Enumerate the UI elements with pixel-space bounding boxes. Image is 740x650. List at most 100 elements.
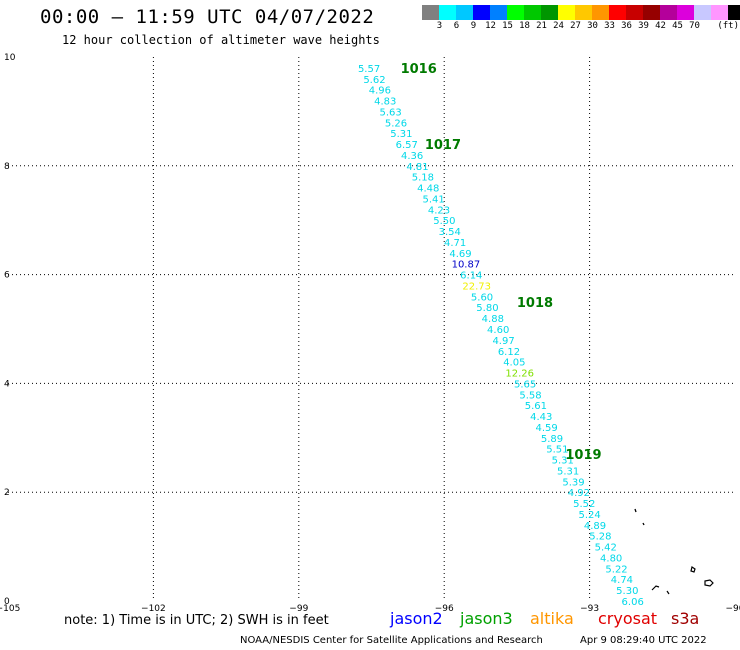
lon-tick-label: −105 <box>0 604 20 614</box>
color-scale-tick: 24 <box>553 21 564 31</box>
color-swatch <box>677 5 694 20</box>
wave-height-value: 6.12 <box>498 347 520 358</box>
color-swatch <box>694 5 711 20</box>
color-scale-tick: 18 <box>519 21 530 31</box>
lon-tick-label: −102 <box>141 604 166 614</box>
lat-lon-grid <box>8 57 735 601</box>
wave-height-value: 5.24 <box>579 510 601 521</box>
map-subtitle: 12 hour collection of altimeter wave hei… <box>62 33 380 47</box>
wave-height-value: 5.61 <box>525 401 547 412</box>
pressure-label: 1017 <box>425 138 461 153</box>
wave-height-value: 6.06 <box>622 597 644 608</box>
wave-height-value: 5.80 <box>476 303 498 314</box>
lon-tick-label: −93 <box>580 604 599 614</box>
wave-height-value: 5.62 <box>363 75 385 86</box>
satellite-legend-item: jason2 <box>390 609 443 628</box>
wave-height-value: 5.39 <box>562 477 584 488</box>
wave-height-value: 5.89 <box>541 434 563 445</box>
wave-height-value: 4.89 <box>584 521 606 532</box>
credit-line: NOAA/NESDIS Center for Satellite Applica… <box>240 635 543 646</box>
color-swatch <box>711 5 728 20</box>
island-outline <box>690 566 696 573</box>
wave-height-value: 5.41 <box>423 194 445 205</box>
wave-height-value: 4.60 <box>487 325 509 336</box>
color-scale-tick: 3 <box>436 21 443 31</box>
wave-height-value: 4.23 <box>428 205 450 216</box>
wave-height-value: 4.80 <box>600 553 622 564</box>
wave-height-value: 5.22 <box>605 564 627 575</box>
wave-height-value: 4.96 <box>369 86 391 97</box>
color-scale-tick: 70 <box>689 21 700 31</box>
wave-height-value: 5.30 <box>616 586 638 597</box>
color-scale-tick: 36 <box>621 21 632 31</box>
color-scale-tick: 9 <box>470 21 477 31</box>
color-scale-tick: 42 <box>655 21 666 31</box>
color-scale-tick: 39 <box>638 21 649 31</box>
wave-height-value: 5.26 <box>385 118 407 129</box>
color-scale-bar <box>422 5 740 20</box>
lon-tick-label: −90 <box>726 604 740 614</box>
color-scale-tick: 33 <box>604 21 615 31</box>
color-scale-tick: 21 <box>536 21 547 31</box>
wave-height-value: 5.50 <box>433 216 455 227</box>
pressure-label: 1016 <box>401 62 437 77</box>
wave-height-value: 5.31 <box>390 129 412 140</box>
footer-note: note: 1) Time is in UTC; 2) SWH is in fe… <box>64 613 329 628</box>
wave-height-value: 4.74 <box>611 575 633 586</box>
wave-height-value: 4.48 <box>417 184 439 195</box>
wave-height-value: 5.65 <box>514 379 536 390</box>
wave-height-value: 4.69 <box>449 249 471 260</box>
color-swatch <box>575 5 592 20</box>
color-scale-tick: 27 <box>570 21 581 31</box>
wave-height-value: 4.83 <box>374 97 396 108</box>
color-swatch <box>660 5 677 20</box>
lat-tick-label: 4 <box>4 379 10 389</box>
color-swatch <box>592 5 609 20</box>
color-swatch <box>609 5 626 20</box>
wave-height-value: 4.92 <box>568 488 590 499</box>
lat-tick-label: 2 <box>4 488 10 498</box>
lat-tick-label: 8 <box>4 162 10 172</box>
wave-height-value: 12.26 <box>505 369 534 380</box>
lat-tick-label: 0 <box>4 597 10 607</box>
color-swatch <box>456 5 473 20</box>
lat-tick-label: 10 <box>4 53 16 63</box>
island-outline <box>704 579 714 587</box>
color-scale-tick: 12 <box>485 21 496 31</box>
wave-height-value: 5.51 <box>546 445 568 456</box>
satellite-legend-item: jason3 <box>460 609 513 628</box>
wave-height-value: 5.31 <box>557 466 579 477</box>
color-swatch <box>524 5 541 20</box>
wave-height-value: 6.14 <box>460 271 482 282</box>
wave-height-value: 5.60 <box>471 292 493 303</box>
color-swatch <box>558 5 575 20</box>
satellite-legend-item: altika <box>530 609 574 628</box>
island-coastlines <box>634 508 714 595</box>
wave-height-value: 4.88 <box>482 314 504 325</box>
color-swatch <box>473 5 490 20</box>
pressure-labels: 1016 1017 1018 1019 <box>401 62 602 463</box>
color-scale-unit: (ft) <box>717 21 739 31</box>
lon-tick-label: −96 <box>435 604 454 614</box>
wave-height-value: 4.59 <box>535 423 557 434</box>
wave-height-value: 4.43 <box>530 412 552 423</box>
wave-height-value: 4.36 <box>401 151 423 162</box>
wave-height-value: 5.18 <box>412 173 434 184</box>
color-swatch <box>439 5 456 20</box>
generated-timestamp: Apr 9 08:29:40 UTC 2022 <box>580 635 707 646</box>
color-swatch <box>626 5 643 20</box>
satellite-legend-item: cryosat <box>598 609 658 628</box>
color-scale-tick: 45 <box>672 21 683 31</box>
wave-height-value: 4.71 <box>444 238 466 249</box>
color-scale-tick: 15 <box>502 21 513 31</box>
lon-tick-label: −99 <box>289 604 308 614</box>
color-scale-tick: 6 <box>453 21 460 31</box>
island-outline <box>634 508 637 513</box>
color-swatch <box>507 5 524 20</box>
wave-height-value: 5.31 <box>552 456 574 467</box>
wave-height-value: 10.87 <box>452 260 481 271</box>
color-swatch <box>490 5 507 20</box>
wave-height-value: 6.57 <box>396 140 418 151</box>
island-outline <box>642 522 645 526</box>
